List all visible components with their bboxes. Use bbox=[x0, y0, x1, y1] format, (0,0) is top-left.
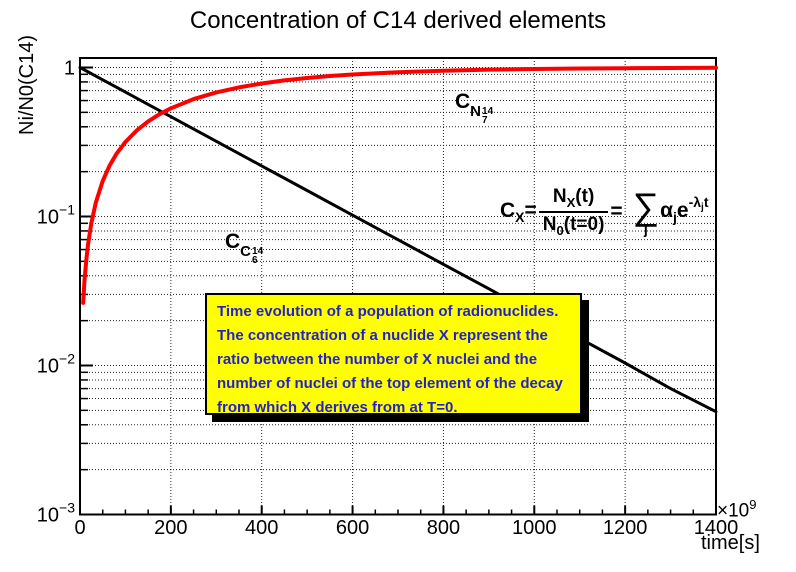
label-n14-atomic: 7 bbox=[482, 115, 488, 126]
label-n14-mass: 14 bbox=[482, 106, 494, 117]
formula-exponent: -λjt bbox=[688, 193, 709, 213]
svg-text:1400: 1400 bbox=[694, 517, 739, 539]
formula-sum: ∑ j bbox=[632, 185, 660, 237]
label-n14-nuclide: N bbox=[470, 103, 482, 120]
label-c14-atomic: 6 bbox=[252, 255, 258, 266]
note-line: from which X derives from at T=0. bbox=[217, 399, 458, 416]
x-axis-exponent: ×109 bbox=[717, 497, 756, 522]
svg-text:400: 400 bbox=[245, 517, 278, 539]
svg-text:1000: 1000 bbox=[512, 517, 557, 539]
note-line: ratio between the number of X nuclei and… bbox=[217, 351, 538, 368]
formula-denominator: N0(t=0) bbox=[538, 211, 609, 238]
svg-text:1200: 1200 bbox=[603, 517, 648, 539]
note-line: number of nuclei of the top element of t… bbox=[217, 375, 563, 392]
formula-equals-2: = bbox=[610, 200, 623, 223]
x-axis-title: time[s] bbox=[701, 532, 760, 554]
description-pave: Time evolution of a population of radion… bbox=[205, 293, 582, 416]
formula-term: αje-λjt bbox=[660, 193, 709, 226]
svg-text:10−2: 10−2 bbox=[37, 351, 75, 378]
formula-numerator: NX(t) bbox=[552, 186, 595, 210]
svg-text:600: 600 bbox=[336, 517, 369, 539]
sum-index: j bbox=[643, 220, 648, 237]
label-c14-nuclide: C bbox=[240, 243, 252, 260]
svg-text:800: 800 bbox=[427, 517, 460, 539]
label-c14-mass: 14 bbox=[252, 246, 264, 257]
svg-text:10−3: 10−3 bbox=[37, 500, 75, 527]
svg-text:0: 0 bbox=[74, 517, 85, 539]
concentration-formula: CX= NX(t) N0(t=0) = ∑ j αje-λjt bbox=[500, 184, 708, 240]
formula-lhs: CX= bbox=[500, 198, 537, 226]
svg-text:10−1: 10−1 bbox=[37, 202, 75, 229]
x-exp-base: ×10 bbox=[717, 500, 750, 522]
svg-text:200: 200 bbox=[154, 517, 187, 539]
label-n14-main: C bbox=[455, 90, 471, 113]
chart-title: Concentration of C14 derived elements bbox=[189, 7, 607, 34]
label-c14-main: C bbox=[225, 230, 241, 253]
x-exp-power: 9 bbox=[749, 497, 757, 512]
note-line: Time evolution of a population of radion… bbox=[217, 303, 559, 320]
sigma-symbol: ∑ bbox=[632, 185, 660, 227]
formula-fraction: NX(t) N0(t=0) bbox=[538, 186, 609, 238]
svg-text:1: 1 bbox=[64, 58, 75, 80]
curve-label-c14: CC 14 6 bbox=[225, 230, 264, 266]
note-line: The concentration of a nuclide X represe… bbox=[217, 327, 548, 344]
curve-label-n14: CN 14 7 bbox=[455, 90, 494, 126]
